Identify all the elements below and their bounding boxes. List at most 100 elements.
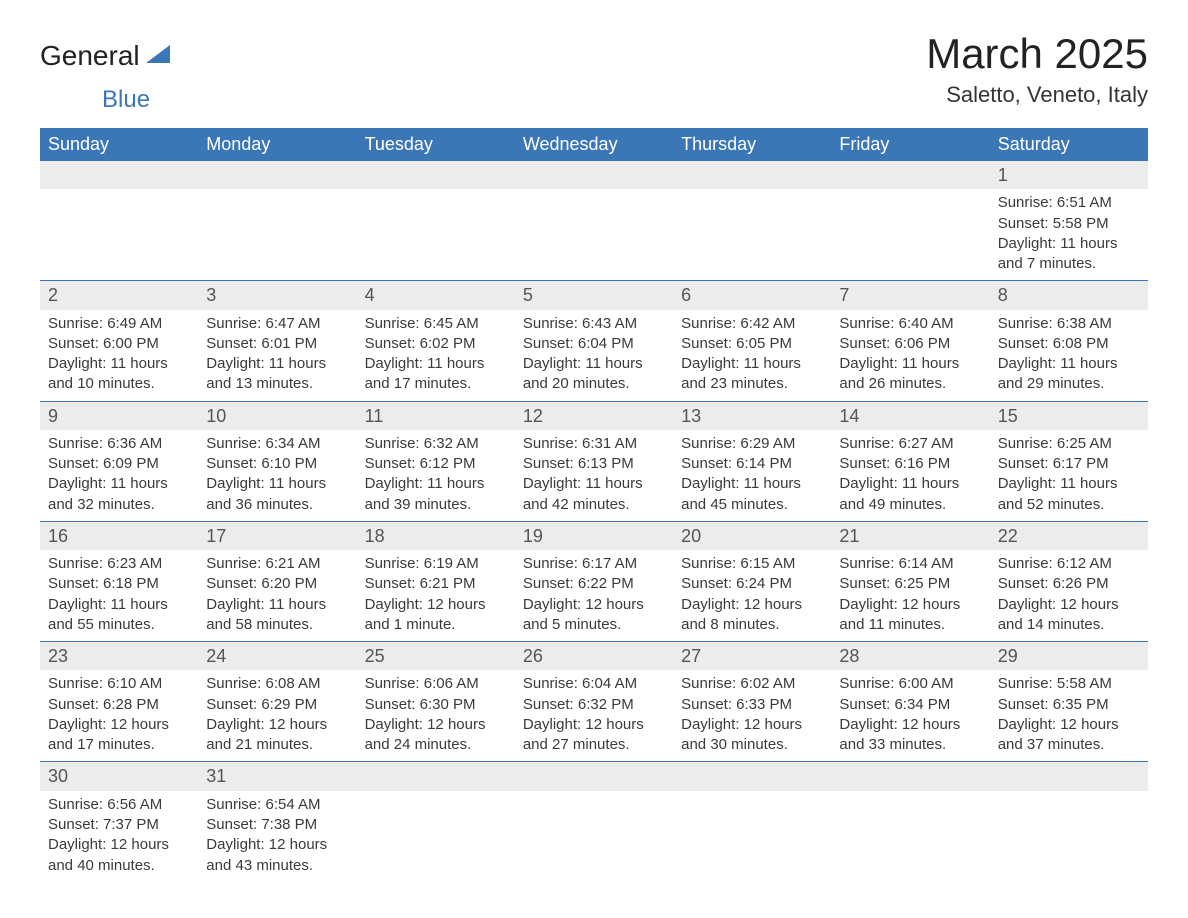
day-body [831, 189, 989, 277]
day-body: Sunrise: 6:42 AMSunset: 6:05 PMDaylight:… [673, 310, 831, 401]
day-number: 9 [40, 402, 198, 430]
sunset-text: Sunset: 6:13 PM [523, 454, 669, 474]
daylight-text-1: Daylight: 12 hours [523, 715, 669, 735]
calendar-cell: 25Sunrise: 6:06 AMSunset: 6:30 PMDayligh… [357, 642, 515, 762]
sunrise-text: Sunrise: 6:00 AM [839, 674, 985, 694]
daylight-text-2: and 10 minutes. [48, 374, 194, 394]
day-number: 28 [831, 642, 989, 670]
daylight-text-1: Daylight: 11 hours [206, 595, 352, 615]
calendar-cell [831, 762, 989, 882]
sunrise-text: Sunrise: 5:58 AM [998, 674, 1144, 694]
sail-icon [144, 40, 172, 72]
sunrise-text: Sunrise: 6:08 AM [206, 674, 352, 694]
sunrise-text: Sunrise: 6:47 AM [206, 314, 352, 334]
day-body: Sunrise: 6:04 AMSunset: 6:32 PMDaylight:… [515, 670, 673, 761]
sunset-text: Sunset: 6:10 PM [206, 454, 352, 474]
day-number [515, 161, 673, 189]
calendar-cell: 14Sunrise: 6:27 AMSunset: 6:16 PMDayligh… [831, 401, 989, 521]
daylight-text-2: and 23 minutes. [681, 374, 827, 394]
day-number: 23 [40, 642, 198, 670]
daylight-text-1: Daylight: 11 hours [365, 474, 511, 494]
day-body: Sunrise: 6:21 AMSunset: 6:20 PMDaylight:… [198, 550, 356, 641]
daylight-text-1: Daylight: 11 hours [998, 234, 1144, 254]
sunrise-text: Sunrise: 6:02 AM [681, 674, 827, 694]
sunset-text: Sunset: 6:22 PM [523, 574, 669, 594]
sunset-text: Sunset: 6:33 PM [681, 695, 827, 715]
calendar-cell: 20Sunrise: 6:15 AMSunset: 6:24 PMDayligh… [673, 521, 831, 641]
sunrise-text: Sunrise: 6:45 AM [365, 314, 511, 334]
day-number: 4 [357, 281, 515, 309]
col-sunday: Sunday [40, 128, 198, 161]
calendar-cell: 19Sunrise: 6:17 AMSunset: 6:22 PMDayligh… [515, 521, 673, 641]
sunrise-text: Sunrise: 6:12 AM [998, 554, 1144, 574]
calendar-cell: 4Sunrise: 6:45 AMSunset: 6:02 PMDaylight… [357, 281, 515, 401]
calendar-cell: 26Sunrise: 6:04 AMSunset: 6:32 PMDayligh… [515, 642, 673, 762]
day-body: Sunrise: 6:34 AMSunset: 6:10 PMDaylight:… [198, 430, 356, 521]
daylight-text-2: and 13 minutes. [206, 374, 352, 394]
day-number [357, 762, 515, 790]
daylight-text-2: and 14 minutes. [998, 615, 1144, 635]
daylight-text-1: Daylight: 12 hours [839, 595, 985, 615]
daylight-text-2: and 42 minutes. [523, 495, 669, 515]
calendar-cell: 21Sunrise: 6:14 AMSunset: 6:25 PMDayligh… [831, 521, 989, 641]
daylight-text-1: Daylight: 12 hours [365, 715, 511, 735]
daylight-text-2: and 37 minutes. [998, 735, 1144, 755]
daylight-text-2: and 1 minute. [365, 615, 511, 635]
day-number: 20 [673, 522, 831, 550]
sunset-text: Sunset: 6:29 PM [206, 695, 352, 715]
calendar-cell: 6Sunrise: 6:42 AMSunset: 6:05 PMDaylight… [673, 281, 831, 401]
sunset-text: Sunset: 6:35 PM [998, 695, 1144, 715]
calendar-cell: 15Sunrise: 6:25 AMSunset: 6:17 PMDayligh… [990, 401, 1148, 521]
calendar-week: 16Sunrise: 6:23 AMSunset: 6:18 PMDayligh… [40, 521, 1148, 641]
calendar-cell: 16Sunrise: 6:23 AMSunset: 6:18 PMDayligh… [40, 521, 198, 641]
day-number [515, 762, 673, 790]
day-body: Sunrise: 6:56 AMSunset: 7:37 PMDaylight:… [40, 791, 198, 882]
col-monday: Monday [198, 128, 356, 161]
sunset-text: Sunset: 6:18 PM [48, 574, 194, 594]
day-number [673, 161, 831, 189]
day-body [357, 189, 515, 277]
day-body [40, 189, 198, 277]
day-number: 26 [515, 642, 673, 670]
day-number: 6 [673, 281, 831, 309]
daylight-text-2: and 29 minutes. [998, 374, 1144, 394]
day-number: 8 [990, 281, 1148, 309]
daylight-text-1: Daylight: 11 hours [523, 354, 669, 374]
calendar-week: 9Sunrise: 6:36 AMSunset: 6:09 PMDaylight… [40, 401, 1148, 521]
daylight-text-2: and 36 minutes. [206, 495, 352, 515]
sunrise-text: Sunrise: 6:27 AM [839, 434, 985, 454]
day-number: 10 [198, 402, 356, 430]
sunrise-text: Sunrise: 6:36 AM [48, 434, 194, 454]
calendar-cell [831, 161, 989, 281]
day-number: 29 [990, 642, 1148, 670]
calendar-cell: 1Sunrise: 6:51 AMSunset: 5:58 PMDaylight… [990, 161, 1148, 281]
sunrise-text: Sunrise: 6:21 AM [206, 554, 352, 574]
daylight-text-1: Daylight: 12 hours [365, 595, 511, 615]
month-title: March 2025 [926, 30, 1148, 78]
daylight-text-2: and 45 minutes. [681, 495, 827, 515]
day-body [673, 189, 831, 277]
daylight-text-1: Daylight: 11 hours [523, 474, 669, 494]
day-number [198, 161, 356, 189]
day-number: 24 [198, 642, 356, 670]
sunrise-text: Sunrise: 6:56 AM [48, 795, 194, 815]
sunset-text: Sunset: 6:28 PM [48, 695, 194, 715]
sunset-text: Sunset: 6:24 PM [681, 574, 827, 594]
col-tuesday: Tuesday [357, 128, 515, 161]
day-body [831, 791, 989, 879]
day-body: Sunrise: 6:00 AMSunset: 6:34 PMDaylight:… [831, 670, 989, 761]
calendar-cell [673, 762, 831, 882]
day-body: Sunrise: 6:32 AMSunset: 6:12 PMDaylight:… [357, 430, 515, 521]
daylight-text-1: Daylight: 11 hours [206, 474, 352, 494]
daylight-text-1: Daylight: 11 hours [681, 354, 827, 374]
sunrise-text: Sunrise: 6:04 AM [523, 674, 669, 694]
daylight-text-1: Daylight: 11 hours [839, 354, 985, 374]
brand-logo: General [40, 30, 172, 72]
daylight-text-2: and 26 minutes. [839, 374, 985, 394]
calendar-cell: 27Sunrise: 6:02 AMSunset: 6:33 PMDayligh… [673, 642, 831, 762]
daylight-text-2: and 40 minutes. [48, 856, 194, 876]
day-body: Sunrise: 6:19 AMSunset: 6:21 PMDaylight:… [357, 550, 515, 641]
day-number [990, 762, 1148, 790]
col-thursday: Thursday [673, 128, 831, 161]
calendar-week: 23Sunrise: 6:10 AMSunset: 6:28 PMDayligh… [40, 642, 1148, 762]
